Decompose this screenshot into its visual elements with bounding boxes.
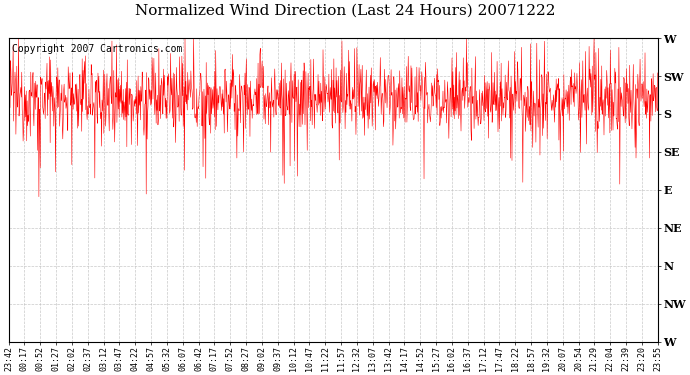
Text: Copyright 2007 Cartronics.com: Copyright 2007 Cartronics.com [12,44,182,54]
Text: Normalized Wind Direction (Last 24 Hours) 20071222: Normalized Wind Direction (Last 24 Hours… [135,4,555,18]
